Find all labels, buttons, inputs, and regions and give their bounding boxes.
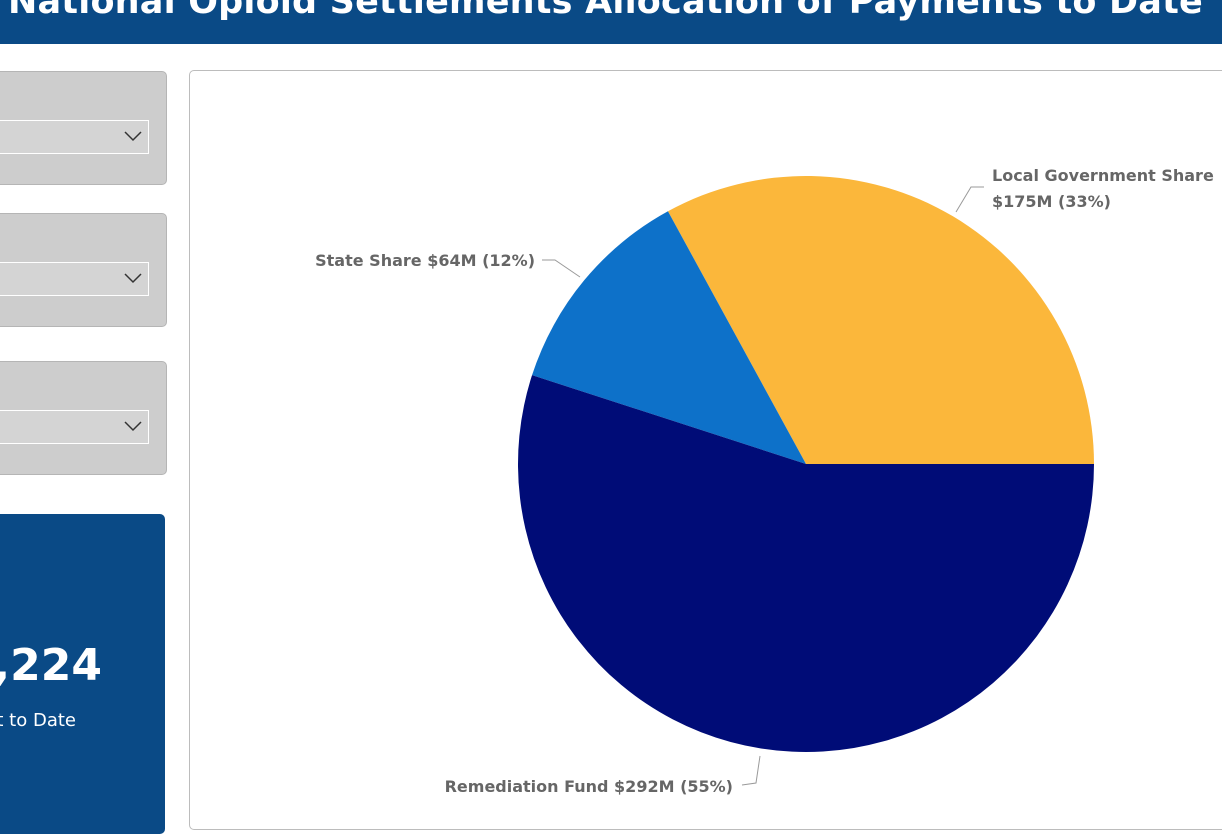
page-title: National Opioid Settlements Allocation o…: [8, 0, 1203, 22]
slice-data-label: Remediation Fund $292M (55%): [445, 777, 733, 796]
slice-data-label: State Share $64M (12%): [315, 251, 535, 270]
slice-leader-line: [542, 259, 581, 278]
pie-slice-local-government-share[interactable]: [667, 176, 1094, 464]
kpi-card: 6,224 t to Date: [0, 514, 165, 834]
slice-data-label: Local Government Share $175M (33%): [992, 166, 1214, 211]
pie-slice-remediation-fund[interactable]: [518, 375, 1094, 752]
pie-slice-state-share[interactable]: [532, 211, 806, 464]
pie-chart-card: Local Government Share $175M (33%) State S…: [189, 70, 1222, 830]
kpi-value: 6,224: [0, 640, 102, 691]
filter-dropdown-2[interactable]: [0, 262, 149, 296]
chevron-down-icon: [124, 421, 142, 432]
slice-leader-line: [955, 186, 984, 213]
filter-slicer-1: [0, 71, 167, 185]
header-bar: National Opioid Settlements Allocation o…: [0, 0, 1222, 44]
filter-dropdown-1[interactable]: [0, 120, 149, 154]
chevron-down-icon: [124, 273, 142, 284]
chevron-down-icon: [124, 131, 142, 142]
filter-slicer-2: [0, 213, 167, 327]
pie-chart: Local Government Share $175M (33%) State S…: [315, 166, 1214, 796]
kpi-label: t to Date: [0, 710, 76, 731]
filter-dropdown-3[interactable]: [0, 410, 149, 444]
slice-leader-line: [741, 755, 761, 786]
filter-slicer-3: [0, 361, 167, 475]
